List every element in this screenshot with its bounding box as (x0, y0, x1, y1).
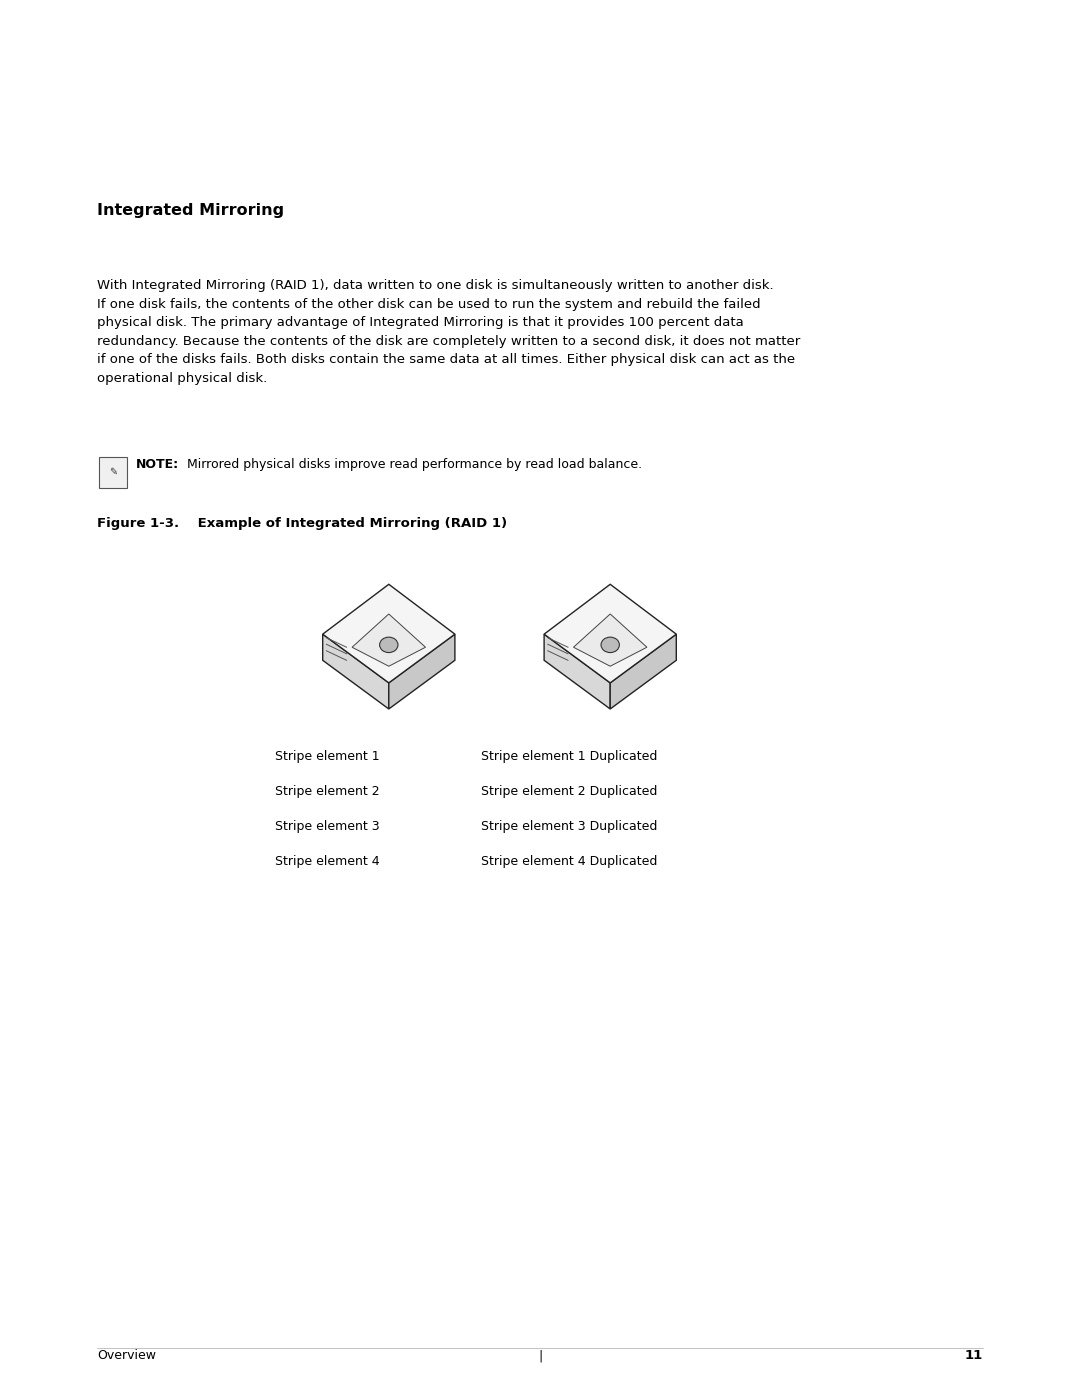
Text: Mirrored physical disks improve read performance by read load balance.: Mirrored physical disks improve read per… (183, 458, 642, 471)
Text: NOTE:: NOTE: (136, 458, 179, 471)
FancyBboxPatch shape (99, 457, 127, 488)
Ellipse shape (380, 637, 399, 652)
Text: Stripe element 3: Stripe element 3 (275, 820, 380, 833)
Polygon shape (389, 634, 455, 710)
Polygon shape (610, 634, 676, 710)
Ellipse shape (600, 637, 619, 652)
Text: Stripe element 1: Stripe element 1 (275, 750, 380, 763)
Polygon shape (323, 634, 389, 710)
Text: Figure 1-3.    Example of Integrated Mirroring (RAID 1): Figure 1-3. Example of Integrated Mirror… (97, 517, 508, 529)
Polygon shape (352, 615, 426, 666)
Text: Stripe element 3 Duplicated: Stripe element 3 Duplicated (481, 820, 657, 833)
Polygon shape (323, 584, 455, 683)
Polygon shape (544, 634, 610, 710)
Text: Stripe element 1 Duplicated: Stripe element 1 Duplicated (481, 750, 657, 763)
Text: Stripe element 4: Stripe element 4 (275, 855, 380, 868)
Text: |: | (538, 1350, 542, 1362)
Text: Stripe element 4 Duplicated: Stripe element 4 Duplicated (481, 855, 657, 868)
Text: Stripe element 2: Stripe element 2 (275, 785, 380, 798)
Text: Stripe element 2 Duplicated: Stripe element 2 Duplicated (481, 785, 657, 798)
Polygon shape (573, 615, 647, 666)
Text: Integrated Mirroring: Integrated Mirroring (97, 203, 284, 218)
Text: 11: 11 (964, 1350, 983, 1362)
Polygon shape (544, 584, 676, 683)
Text: ✎: ✎ (109, 467, 118, 478)
Text: Overview: Overview (97, 1350, 157, 1362)
Text: With Integrated Mirroring (RAID 1), data written to one disk is simultaneously w: With Integrated Mirroring (RAID 1), data… (97, 279, 800, 386)
